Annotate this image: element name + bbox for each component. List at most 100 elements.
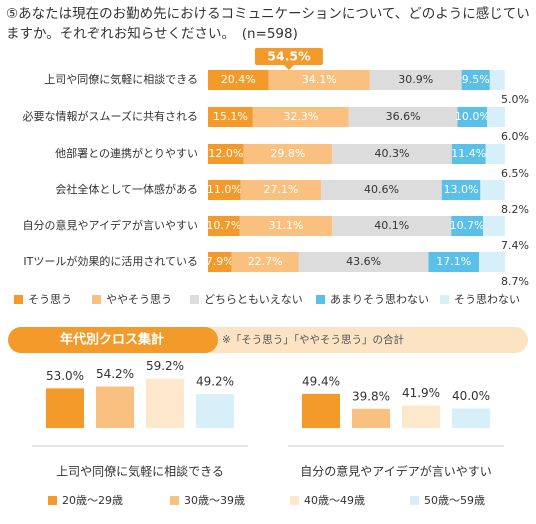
- value-label: 12.0%: [208, 147, 243, 160]
- legend-label: 30歳～39歳: [184, 494, 245, 507]
- bar-segment: [483, 216, 505, 236]
- bar-segment: [332, 144, 452, 164]
- value-label: 53.0%: [46, 369, 84, 383]
- value-label: 8.7%: [501, 275, 529, 288]
- legend-swatch: [190, 295, 199, 304]
- section-title-bg: [8, 327, 218, 353]
- bar-segment: [332, 216, 452, 236]
- bar-segment: [208, 252, 232, 272]
- value-label: 40.6%: [364, 183, 399, 196]
- bar-segment: [268, 70, 370, 90]
- value-label: 40.1%: [374, 219, 409, 232]
- legend-swatch: [440, 295, 449, 304]
- value-label: 7.9%: [206, 255, 234, 268]
- value-label: 40.3%: [375, 147, 410, 160]
- bar-segment: [231, 252, 299, 272]
- value-label: 8.2%: [501, 203, 529, 216]
- value-label: 31.1%: [268, 219, 303, 232]
- legend-swatch: [290, 496, 299, 505]
- bar-segment: [457, 107, 488, 127]
- bar: [302, 393, 340, 428]
- legend-label: あまりそう思わない: [330, 293, 429, 306]
- bar: [352, 408, 390, 428]
- legend-swatch: [410, 496, 419, 505]
- value-label: 27.1%: [263, 183, 298, 196]
- value-label: 17.1%: [436, 255, 471, 268]
- value-label: 9.5%: [462, 73, 490, 86]
- bar: [196, 394, 234, 428]
- value-label: 15.1%: [213, 110, 248, 123]
- category-label: ITツールが効果的に活用されている: [23, 254, 198, 268]
- category-label: 自分の意見やアイデアが言いやすい: [300, 464, 491, 479]
- value-label: 11.0%: [207, 183, 242, 196]
- value-label: 30.9%: [398, 73, 433, 86]
- legend-swatch: [316, 295, 325, 304]
- bar-segment: [239, 216, 333, 236]
- bar: [402, 405, 440, 428]
- category-label: 必要な情報がスムーズに共有される: [23, 109, 198, 123]
- value-label: 39.8%: [352, 389, 390, 403]
- legend-label: そう思わない: [454, 293, 520, 306]
- value-label: 5.0%: [501, 93, 529, 106]
- bar-segment: [208, 216, 240, 236]
- bar-segment: [428, 252, 480, 272]
- value-label: 22.7%: [248, 255, 283, 268]
- bar-segment: [369, 70, 462, 90]
- value-label: 41.9%: [402, 386, 440, 400]
- bar: [146, 378, 184, 428]
- bar-segment: [348, 107, 458, 127]
- value-label: 10.0%: [455, 110, 490, 123]
- value-label: 29.8%: [270, 147, 305, 160]
- bar-segment: [485, 144, 505, 164]
- category-label: 他部署との連携がとりやすい: [55, 146, 198, 160]
- value-label: 11.4%: [451, 147, 486, 160]
- bar-segment: [479, 252, 505, 272]
- bar-segment: [487, 107, 505, 127]
- value-label: 43.6%: [346, 255, 381, 268]
- title: ⑤あなたは現在のお勤め先におけるコミュニケーションについて、どのように感じていま…: [6, 6, 530, 42]
- bar: [96, 386, 134, 428]
- value-label: 32.3%: [283, 110, 318, 123]
- category-label: 自分の意見やアイデアが言いやすい: [23, 218, 198, 232]
- bar-segment: [298, 252, 429, 272]
- legend-swatch: [48, 496, 57, 505]
- legend-label: 20歳～29歳: [62, 494, 123, 507]
- bar-segment: [321, 180, 442, 200]
- callout-pointer: [283, 65, 294, 70]
- value-label: 49.4%: [302, 374, 340, 388]
- bar-segment: [243, 144, 333, 164]
- legend-swatch: [170, 496, 179, 505]
- value-label: 10.7%: [206, 219, 241, 232]
- legend-swatch: [14, 295, 23, 304]
- callout-box: [254, 48, 323, 65]
- value-label: 10.7%: [450, 219, 485, 232]
- value-label: 6.0%: [501, 130, 529, 143]
- value-label: 20.4%: [221, 73, 256, 86]
- bar-segment: [480, 180, 505, 200]
- bar-segment: [208, 180, 241, 200]
- value-label: 36.6%: [386, 110, 421, 123]
- bar-segment: [461, 70, 490, 90]
- bar-segment: [489, 70, 505, 90]
- bar-segment: [208, 144, 244, 164]
- section-note: ※「そう思う」「ややそう思う」の合計: [222, 333, 405, 346]
- callout-label: 54.5%: [267, 49, 311, 64]
- category-label: 上司や同僚に気軽に相談できる: [56, 464, 224, 479]
- legend-label: 40歳～49歳: [304, 494, 365, 507]
- value-label: 59.2%: [146, 359, 184, 373]
- value-label: 49.2%: [196, 375, 234, 389]
- bar-segment: [208, 70, 269, 90]
- bar-segment: [441, 180, 481, 200]
- bar-segment: [451, 144, 486, 164]
- value-label: 40.0%: [452, 389, 490, 403]
- bar-segment: [240, 180, 322, 200]
- legend-label: どちらともいえない: [204, 293, 303, 306]
- category-label: 会社全体として一体感がある: [55, 182, 198, 196]
- legend-label: ややそう思う: [106, 293, 172, 306]
- value-label: 54.2%: [96, 367, 134, 381]
- bar: [46, 388, 84, 428]
- section-title: 年代別クロス集計: [60, 332, 164, 348]
- bar-segment: [451, 216, 484, 236]
